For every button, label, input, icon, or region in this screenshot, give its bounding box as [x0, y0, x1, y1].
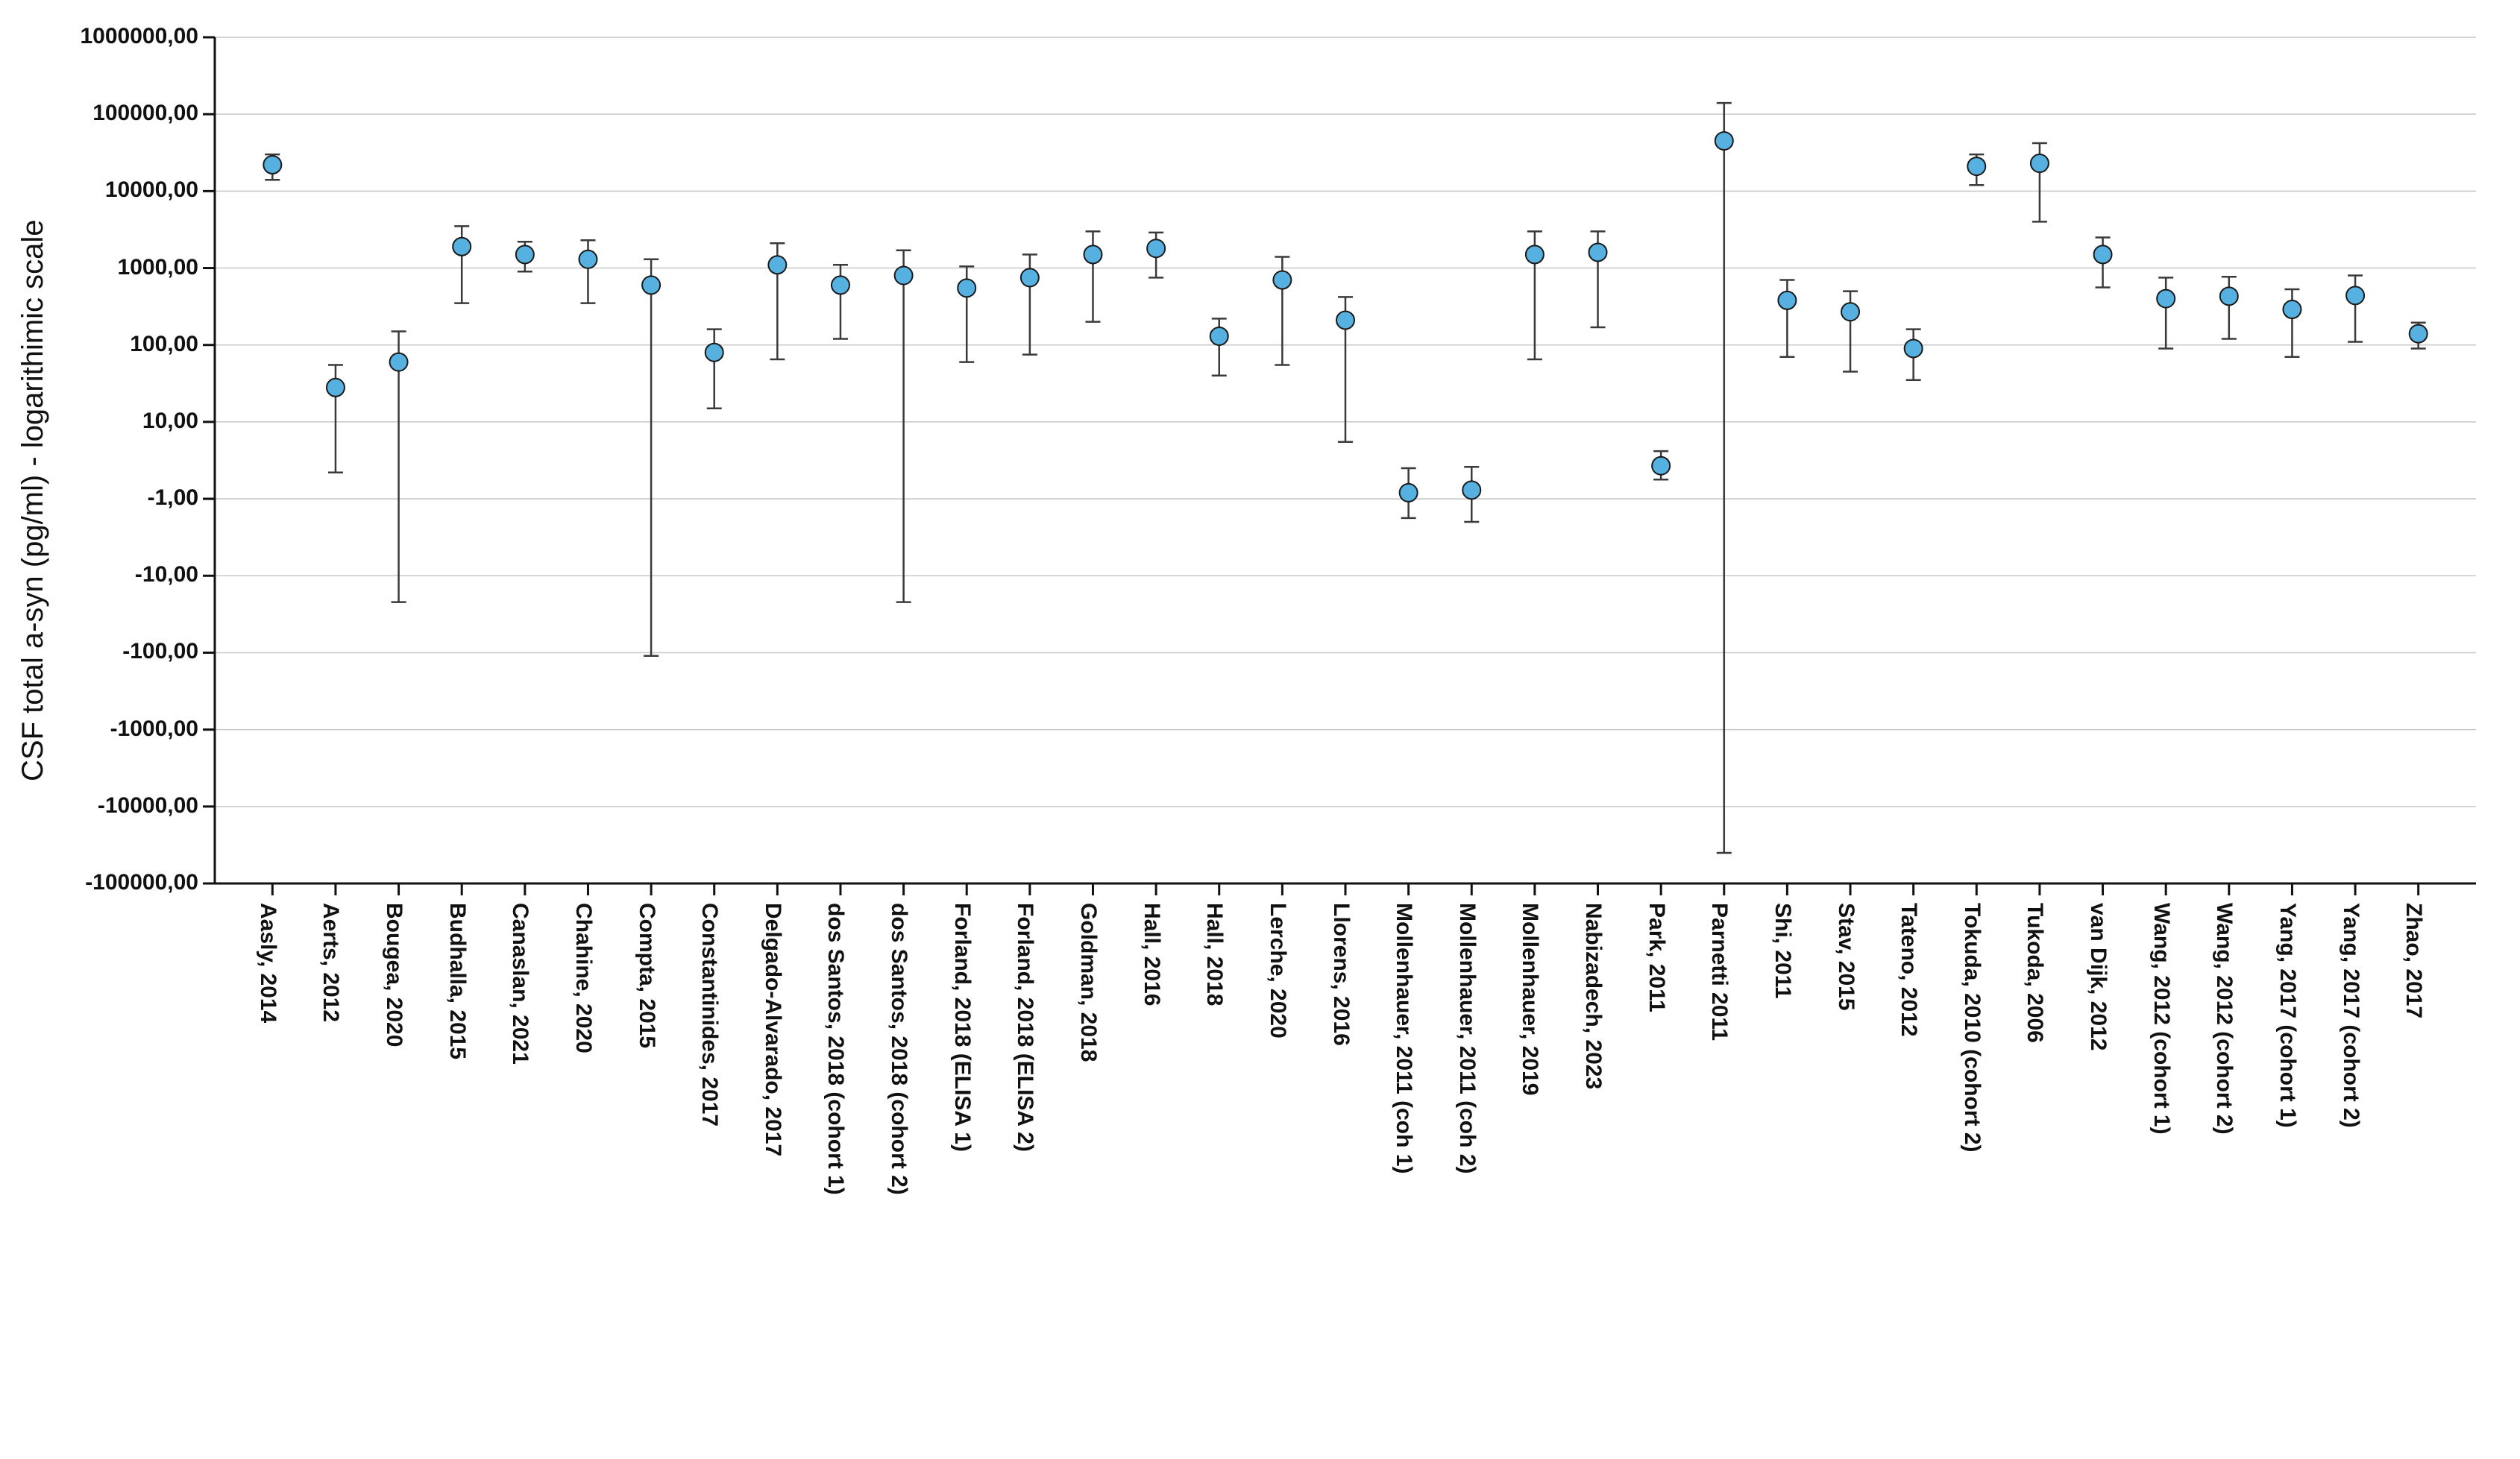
chart-svg	[0, 0, 2520, 1459]
chart-container: 1000000,00100000,0010000,001000,00100,00…	[0, 0, 2520, 1459]
